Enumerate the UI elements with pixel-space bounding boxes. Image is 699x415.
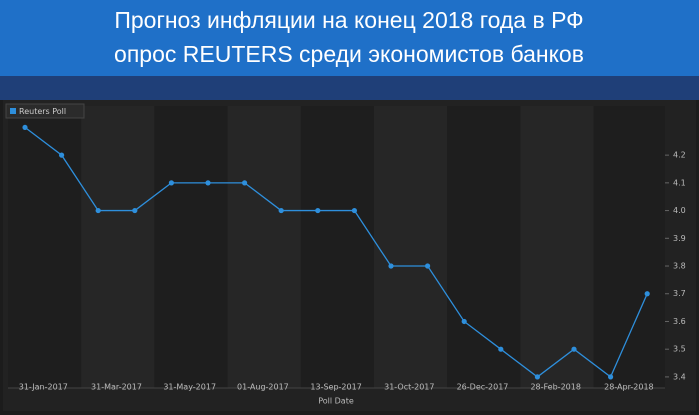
point <box>388 263 394 269</box>
line <box>24 126 648 378</box>
point <box>168 180 174 186</box>
point <box>278 207 284 214</box>
band <box>300 106 374 388</box>
band <box>520 106 594 388</box>
y-tick-label: 4.0 <box>673 206 686 215</box>
point <box>22 124 28 131</box>
x-tick-label: 01-Aug-2017 <box>237 383 289 392</box>
y-tick-label: 3.6 <box>673 317 686 326</box>
point <box>571 346 577 352</box>
band <box>227 106 301 388</box>
y-tick-label: 3.5 <box>673 345 686 354</box>
y-tick-label: 3.4 <box>673 372 686 381</box>
x-tick-label: 31-Jan-2017 <box>19 383 68 392</box>
y-tick-label: 4.1 <box>673 178 686 187</box>
legend-swatch <box>10 108 16 114</box>
x-tick-label: 13-Sep-2017 <box>310 383 361 392</box>
x-tick-label: 28-Feb-2018 <box>530 383 580 392</box>
band <box>154 106 228 388</box>
x-axis-title: Poll Date <box>318 397 354 406</box>
header <box>0 0 699 76</box>
x-tick-label: 31-May-2017 <box>163 383 216 392</box>
x-tick-label: 28-Apr-2018 <box>604 383 653 392</box>
y-tick-label: 4.2 <box>673 151 686 160</box>
y-tick-label: 3.7 <box>673 289 686 298</box>
point <box>242 180 248 186</box>
header-border <box>0 76 699 100</box>
band <box>81 106 155 388</box>
y-tick-label: 3.9 <box>673 234 686 243</box>
point <box>351 207 357 214</box>
point <box>498 346 504 352</box>
legend-label: Reuters Poll <box>19 107 66 116</box>
legend-box <box>5 103 85 119</box>
band <box>374 106 448 388</box>
point <box>425 263 431 269</box>
point <box>95 207 101 214</box>
chart-title: Прогноз инфляции на конец 2018 года в РФ <box>114 7 583 33</box>
point <box>315 207 321 214</box>
point <box>59 152 65 158</box>
point <box>132 207 138 214</box>
x-tick-label: 31-Oct-2017 <box>384 383 434 392</box>
point <box>461 318 467 325</box>
band <box>593 106 665 388</box>
band <box>8 106 82 388</box>
point <box>534 374 541 380</box>
point <box>644 291 650 297</box>
chart-subtitle: опрос REUTERS среди экономистов банков <box>114 41 584 67</box>
point <box>205 180 211 186</box>
x-tick-label: 31-Mar-2017 <box>91 383 142 392</box>
point <box>608 374 614 380</box>
x-tick-label: 26-Dec-2017 <box>457 383 509 392</box>
band <box>447 106 521 388</box>
y-tick-label: 3.8 <box>673 262 686 271</box>
